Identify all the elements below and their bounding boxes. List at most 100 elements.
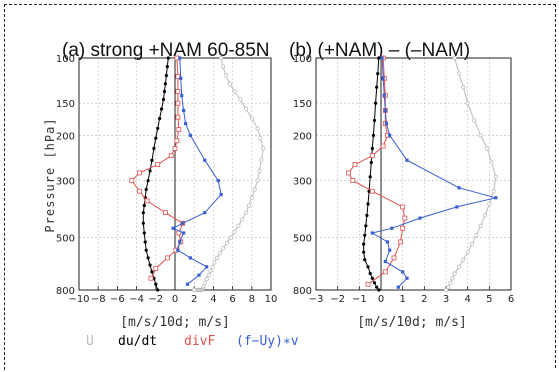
panel-a-series-u-point	[208, 268, 213, 274]
panel-b-x-tick-label: −2	[330, 294, 345, 305]
panel-a-series-dudt-point	[142, 231, 146, 235]
panel-b-y-tick-label: 150	[293, 99, 312, 110]
panel-a-series-u-point	[243, 210, 249, 215]
panel-a-y-tick-label: 800	[56, 286, 75, 297]
panel-a-series-divf-point	[137, 188, 142, 194]
panel-a-series-dudt-point	[154, 282, 158, 286]
panel-a-series-u-point	[259, 158, 264, 163]
panel-a-series-fuyv-point	[181, 221, 185, 225]
panel-b-x-tick-label: 1	[399, 294, 405, 305]
legend-fuyv: (f−Uy)∗v	[236, 334, 299, 349]
panel-b-series-dudt-point	[368, 271, 372, 276]
panel-a-plot: −10 −8 −6 −4 −2 0 2 4 6 8 10 100 150 200 300 500 800	[56, 54, 277, 305]
panel-b-series-fuyv-point	[385, 240, 390, 244]
panel-a-series-dudt-point	[156, 126, 160, 131]
panel-b-series-dudt-point	[371, 133, 376, 137]
panel-a-series-fuyv-point	[171, 226, 175, 230]
panel-b-series-u-point	[491, 189, 496, 194]
panel-b-series-u-point	[474, 233, 479, 238]
panel-b-series-divf-point	[398, 239, 403, 245]
panel-b-series-dudt-point	[372, 281, 377, 285]
panel-a-series-dudt-point	[165, 64, 169, 69]
panel-b-x-tick-label: 5	[486, 294, 492, 305]
panel-a-series-u-point	[224, 240, 229, 246]
panel-a-series-dudt-line	[142, 57, 169, 291]
panel-a-series-fuyv-point	[185, 282, 190, 286]
panel-a-x-tick-label: −6	[110, 294, 125, 305]
panel-b-y-tick-label: 500	[293, 234, 312, 245]
panel-a-series-fuyv-point	[219, 192, 223, 197]
panel-a-series-u-point	[240, 217, 245, 222]
panel-b-y-tick-label: 800	[293, 286, 312, 297]
panel-a-series-divf-point	[174, 138, 180, 144]
panel-b-series-fuyv-point	[388, 133, 392, 137]
panel-a-x-tick-label: 10	[265, 294, 278, 305]
panel-a-title: (a) strong +NAM 60-85N	[62, 40, 270, 61]
panel-b-y-tick-label: 200	[293, 131, 312, 142]
panel-b-title: (b) (+NAM) – (–NAM)	[289, 40, 470, 61]
panel-a-y-tick-label: 150	[56, 99, 75, 110]
panel-b-series-divf-point	[369, 188, 375, 194]
panel-a-y-tick-label: 100	[56, 54, 75, 65]
panel-a-series-u-point	[204, 276, 209, 282]
panel-b-series-fuyv-point	[384, 121, 389, 126]
panel-a-series-divf-point	[164, 255, 170, 261]
panel-b-series-u-line	[445, 57, 497, 291]
panel-a-series-u-point	[220, 64, 226, 69]
panel-a-series-dudt-point	[142, 203, 146, 208]
panel-a-series-u-point	[249, 116, 254, 121]
panel-b-series-u-point	[487, 201, 492, 207]
y-axis-label: Pressure [hPa]	[43, 117, 57, 232]
panel-a-series-u-point	[246, 203, 252, 208]
panel-a-x-tick-label: 4	[210, 294, 216, 305]
panel-a-series-u-point	[192, 287, 197, 293]
panel-a-x-tick-label: 8	[249, 294, 255, 305]
panel-b-series-dudt-point	[370, 276, 374, 280]
panel-b-series-fuyv-point	[418, 216, 422, 220]
panel-b-x-tick-label: 2	[421, 294, 427, 305]
panel-b-series-divf-point	[346, 170, 351, 176]
dashed-border-left	[4, 4, 5, 370]
panel-a-series-dudt-point	[156, 288, 160, 292]
panel-b-series-fuyv-point	[401, 270, 405, 274]
panel-a-series-u-point	[252, 187, 257, 192]
panel-b-x-tick-label: −1	[352, 294, 367, 305]
panel-a-series-divf-point	[175, 100, 181, 106]
panel-b-series-u-point	[469, 241, 475, 247]
panel-a-y-tick-label: 200	[56, 131, 75, 142]
panel-b-x-tick-label: 6	[508, 294, 514, 305]
panel-a-series-divf-point	[175, 89, 181, 94]
panel-b-series-u-point	[482, 213, 488, 218]
panel-b-x-label: [m/s/10d; m/s]	[357, 315, 467, 330]
panel-b-series-fuyv-point	[380, 56, 384, 60]
legend: U du/dt divF (f−Uy)∗v	[86, 334, 299, 349]
panel-b-series-fuyv-point	[381, 76, 385, 80]
panel-b-series-u-point	[461, 85, 466, 90]
panel-a-series-divf-point	[175, 74, 181, 79]
panel-a-series-dudt-point	[144, 248, 148, 252]
panel-a-series-divf-point	[175, 114, 181, 120]
panel-b-series-divf-point	[402, 215, 408, 221]
panel-a-series-divf-point	[168, 153, 174, 159]
panel-b-series-dudt-point	[376, 71, 380, 76]
panel-b-series-divf-point	[400, 204, 406, 210]
panel-a-series-dudt-point	[148, 169, 152, 173]
panel-a-series-divf-point	[129, 178, 135, 183]
panel-a-x-tick-label: −10	[68, 294, 89, 305]
panel-a-series-divf-point	[172, 146, 178, 151]
panel-b-series-fuyv-point	[390, 226, 394, 230]
panel-a-series-fuyv-point	[188, 133, 192, 137]
panel-a-series-fuyv-point	[180, 93, 184, 98]
panel-b-series-divf-point	[391, 255, 397, 261]
panel-a-x-tick-label: 0	[172, 294, 178, 305]
panel-b-series-dudt-point	[375, 285, 379, 289]
panel-a-x-tick-label: −8	[91, 294, 106, 305]
panel-b-series-dudt-point	[373, 101, 378, 105]
panel-b-x-tick-label: 3	[443, 294, 449, 305]
panel-b-series-u-point	[456, 71, 462, 76]
panel-a-series-u-point	[206, 273, 211, 278]
panel-a-series-fuyv-point	[178, 56, 182, 60]
panel-a-series-dudt-point	[146, 256, 150, 260]
panel-b-plot: −3 −2 −1 0 1 2 3 4 5 6 100 150 200 300 500 800	[293, 54, 514, 305]
panel-b-y-tick-label: 300	[293, 177, 312, 188]
